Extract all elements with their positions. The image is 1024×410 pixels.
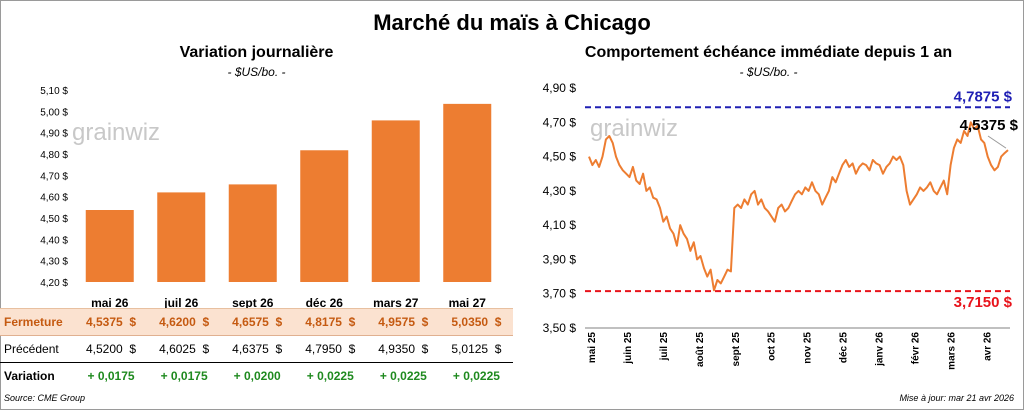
x-tick-label: oct 25 <box>767 332 778 361</box>
previous-value: 4,5200 $ <box>74 335 148 363</box>
bar <box>228 184 277 282</box>
row-label-previous: Précédent <box>0 335 75 363</box>
bar-chart-unit: - $US/bo. - <box>227 65 286 79</box>
row-label-variation: Variation <box>4 369 55 383</box>
y-tick-label: 4,90 $ <box>40 129 68 140</box>
x-tick-label: juil 26 <box>163 296 198 310</box>
close-value: 5,0350 $ <box>439 308 513 336</box>
y-tick-label: 4,50 $ <box>543 150 577 164</box>
last-value-label: 4,5375 $ <box>960 117 1019 134</box>
previous-value: 4,6375 $ <box>220 335 294 363</box>
bar <box>157 192 206 282</box>
x-tick-label: avr 26 <box>982 332 993 361</box>
x-tick-label: juil 25 <box>659 332 670 362</box>
y-tick-label: 4,40 $ <box>40 235 68 246</box>
close-value: 4,6575 $ <box>220 308 294 336</box>
high-label: 4,7875 $ <box>954 88 1013 105</box>
variation-value: + 0,0225 <box>306 369 354 383</box>
line-chart-unit: - $US/bo. - <box>739 65 798 79</box>
series-line <box>588 121 1009 292</box>
x-tick-label: déc 25 <box>839 332 850 364</box>
table-row-variation: Variation + 0,0175 + 0,0175 + 0,0200 + 0… <box>0 363 513 390</box>
y-tick-label: 4,20 $ <box>40 278 68 289</box>
contracts-table: Fermeture 4,5375 $ 4,6200 $ 4,6575 $ 4,8… <box>0 308 513 389</box>
x-tick-label: mai 26 <box>91 296 129 310</box>
previous-value: 4,6025 $ <box>147 335 221 363</box>
table-row-previous: Précédent 4,5200 $ 4,6025 $ 4,6375 $ 4,7… <box>0 335 513 363</box>
y-tick-label: 4,60 $ <box>40 193 68 204</box>
variation-value: + 0,0200 <box>233 369 281 383</box>
x-tick-label: mars 27 <box>373 296 419 310</box>
x-tick-label: févr 26 <box>911 332 922 365</box>
y-tick-label: 4,30 $ <box>40 257 68 268</box>
variation-value: + 0,0175 <box>160 369 208 383</box>
y-tick-label: 3,70 $ <box>543 287 577 301</box>
last-value-leader <box>987 135 1007 149</box>
previous-value: 5,0125 $ <box>439 335 513 363</box>
x-tick-label: mars 26 <box>946 332 957 370</box>
variation-value: + 0,0175 <box>87 369 135 383</box>
y-tick-label: 3,90 $ <box>543 252 577 266</box>
update-note: Mise à jour: mar 21 avr 2026 <box>899 393 1014 403</box>
x-tick-label: janv 26 <box>875 332 886 367</box>
x-tick-label: sept 26 <box>232 296 274 310</box>
close-value: 4,8175 $ <box>293 308 367 336</box>
y-tick-label: 5,10 $ <box>40 86 68 97</box>
y-tick-label: 4,80 $ <box>40 150 68 161</box>
y-tick-label: 4,70 $ <box>543 115 577 129</box>
low-label: 3,7150 $ <box>954 294 1013 311</box>
y-tick-label: 4,10 $ <box>543 218 577 232</box>
bar <box>300 150 349 282</box>
variation-value: + 0,0225 <box>452 369 500 383</box>
line-chart-title: Comportement échéance immédiate depuis 1… <box>584 44 953 61</box>
close-value: 4,9575 $ <box>366 308 440 336</box>
bar <box>443 103 492 282</box>
x-tick-label: sept 25 <box>731 332 742 367</box>
watermark-right: grainwiz <box>590 115 678 142</box>
bar-chart-title: Variation journalière <box>179 44 334 61</box>
previous-value: 4,9350 $ <box>366 335 440 363</box>
y-tick-label: 3,50 $ <box>543 321 577 335</box>
table-row-close: Fermeture 4,5375 $ 4,6200 $ 4,6575 $ 4,8… <box>0 308 513 336</box>
x-tick-label: juin 25 <box>623 332 634 365</box>
bar <box>85 210 134 282</box>
x-tick-label: déc 26 <box>306 296 344 310</box>
watermark-left: grainwiz <box>72 119 160 146</box>
bar <box>371 120 420 283</box>
source-note: Source: CME Group <box>4 393 86 403</box>
close-value: 4,5375 $ <box>74 308 148 336</box>
row-label-close: Fermeture <box>0 308 75 336</box>
y-tick-label: 4,30 $ <box>543 184 577 198</box>
variation-value: + 0,0225 <box>379 369 427 383</box>
y-tick-label: 4,90 $ <box>543 81 577 95</box>
y-tick-label: 4,50 $ <box>40 214 68 225</box>
x-tick-label: nov 25 <box>803 332 814 364</box>
x-tick-label: mai 25 <box>587 332 598 364</box>
y-tick-label: 4,70 $ <box>40 171 68 182</box>
close-value: 4,6200 $ <box>147 308 221 336</box>
previous-value: 4,7950 $ <box>293 335 367 363</box>
page-title: Marché du maïs à Chicago <box>373 10 651 35</box>
bar-chart: grainwiz 4,20 $ 4,30 $ 4,40 $ 4,50 $ 4,60 $ 4… <box>40 86 492 310</box>
x-tick-label: mai 27 <box>449 296 487 310</box>
y-tick-label: 5,00 $ <box>40 107 68 118</box>
x-tick-label: août 25 <box>695 332 706 367</box>
